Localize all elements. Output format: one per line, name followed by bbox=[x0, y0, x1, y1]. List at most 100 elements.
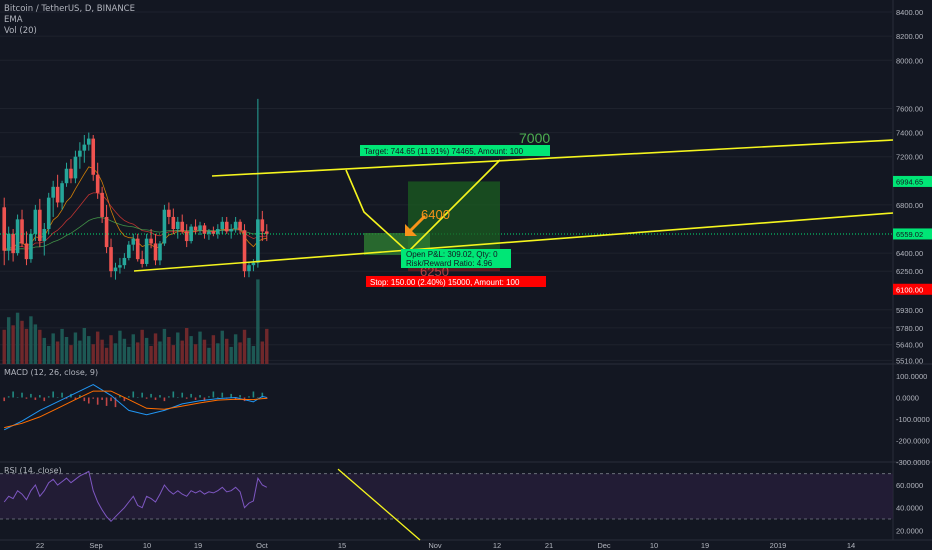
candle-body bbox=[127, 244, 131, 258]
volume-bar bbox=[131, 334, 135, 364]
channel-lower-trendline bbox=[133, 212, 894, 272]
price-tick-label: 8000.00 bbox=[896, 56, 923, 65]
candle-body bbox=[100, 192, 104, 217]
volume-bar bbox=[29, 316, 33, 364]
volume-bar bbox=[158, 341, 162, 364]
candle-body bbox=[184, 231, 189, 242]
volume-bar bbox=[15, 312, 20, 364]
macd-histogram-bar bbox=[65, 397, 68, 399]
time-axis-label: Nov bbox=[428, 541, 442, 550]
time-axis-label: 12 bbox=[493, 541, 501, 550]
volume-bar bbox=[64, 337, 69, 364]
macd-histogram-bar bbox=[136, 397, 139, 398]
rsi-trendline bbox=[337, 468, 421, 541]
macd-histogram-bar bbox=[248, 396, 250, 398]
macd-histogram-bar bbox=[7, 396, 10, 398]
candle-body bbox=[64, 168, 69, 184]
volume-bar bbox=[6, 317, 11, 364]
candle-body bbox=[238, 221, 242, 231]
symbol-title[interactable]: Bitcoin / TetherUS, D, BINANCE bbox=[4, 4, 135, 14]
study-volume-label[interactable]: Vol (20) bbox=[4, 26, 37, 36]
price-tick-label: 8400.00 bbox=[896, 8, 923, 17]
volume-bar bbox=[184, 328, 189, 364]
macd-histogram-bar bbox=[230, 393, 232, 398]
volume-bar bbox=[242, 329, 247, 364]
macd-histogram-bar bbox=[217, 397, 219, 398]
volume-bar bbox=[109, 335, 113, 364]
study-ema-label[interactable]: EMA bbox=[4, 15, 23, 25]
candle-body bbox=[264, 231, 269, 234]
macd-histogram-bar bbox=[194, 397, 197, 400]
macd-histogram-bar bbox=[261, 392, 264, 398]
price-tick-label: 7400.00 bbox=[896, 129, 923, 138]
macd-histogram-bar bbox=[128, 396, 130, 398]
candle-body bbox=[46, 197, 51, 230]
volume-bar bbox=[153, 333, 158, 364]
candle-body bbox=[73, 156, 78, 179]
volume-bar bbox=[265, 328, 269, 364]
macd-histogram-bar bbox=[257, 397, 259, 398]
candle-body bbox=[51, 186, 55, 198]
target-label: Target: 744.65 (11.91%) 74465, Amount: 1… bbox=[364, 147, 524, 156]
rsi-tick-label: 20.0000 bbox=[896, 526, 923, 535]
macd-histogram-bar bbox=[87, 397, 90, 404]
volume-bar bbox=[113, 343, 118, 364]
macd-histogram-bar bbox=[74, 397, 77, 400]
time-axis-label: 15 bbox=[338, 541, 346, 550]
volume-bar bbox=[211, 335, 216, 364]
macd-histogram-bar bbox=[132, 391, 135, 398]
volume-bar bbox=[95, 331, 100, 364]
macd-histogram-bar bbox=[159, 395, 161, 398]
pnl-label-bg bbox=[401, 249, 511, 268]
candle-body bbox=[69, 168, 73, 179]
volume-bar bbox=[104, 347, 109, 364]
macd-histogram-bar bbox=[145, 397, 148, 399]
volume-bar bbox=[220, 330, 224, 364]
candle-body bbox=[86, 138, 91, 145]
volume-bar bbox=[140, 329, 144, 364]
candle-body bbox=[82, 144, 87, 151]
price-tick-label: 5930.00 bbox=[896, 306, 923, 315]
macd-histogram-bar bbox=[185, 397, 188, 399]
volume-bar bbox=[24, 328, 29, 364]
volume-bar bbox=[144, 337, 149, 364]
ema-line bbox=[3, 166, 267, 252]
rsi-title[interactable]: RSI (14, close) bbox=[4, 466, 62, 475]
volume-bar bbox=[91, 344, 95, 364]
macd-histogram-bar bbox=[221, 392, 224, 398]
price-flag-bg bbox=[893, 228, 932, 240]
time-axis-label: Oct bbox=[256, 541, 269, 550]
macd-tick-label: -300.0000 bbox=[896, 458, 930, 467]
candle-body bbox=[38, 209, 42, 242]
candle-body bbox=[78, 150, 82, 157]
macd-histogram-bar bbox=[12, 391, 14, 398]
candle-body bbox=[158, 243, 162, 261]
candle-body bbox=[109, 247, 113, 272]
candle-body bbox=[104, 216, 109, 248]
volume-bar bbox=[136, 342, 140, 364]
volume-bar bbox=[127, 346, 131, 364]
volume-bar bbox=[73, 332, 78, 364]
candle-body bbox=[131, 238, 136, 245]
macd-histogram-bar bbox=[163, 397, 166, 402]
macd-histogram-bar bbox=[21, 392, 23, 398]
macd-title[interactable]: MACD (12, 26, close, 9) bbox=[4, 368, 99, 377]
rsi-tick-label: 40.0000 bbox=[896, 504, 923, 513]
volume-bar bbox=[33, 324, 38, 364]
candle-body bbox=[113, 267, 118, 272]
pnl-label: Open P&L: 309.02, Qty: 0 bbox=[406, 250, 498, 259]
time-axis-label: Sep bbox=[89, 541, 102, 550]
macd-histogram-bar bbox=[114, 397, 117, 408]
candle-body bbox=[2, 207, 7, 251]
annotation-7000: 7000 bbox=[519, 130, 550, 146]
macd-histogram-bar bbox=[154, 397, 157, 400]
macd-histogram-bar bbox=[141, 392, 143, 398]
candle-body bbox=[15, 219, 20, 254]
macd-histogram-bar bbox=[34, 397, 37, 400]
volume-bar bbox=[180, 340, 184, 364]
down-arrow-shaft bbox=[407, 214, 427, 234]
macd-histogram-bar bbox=[181, 392, 184, 398]
macd-histogram-bar bbox=[52, 391, 54, 398]
